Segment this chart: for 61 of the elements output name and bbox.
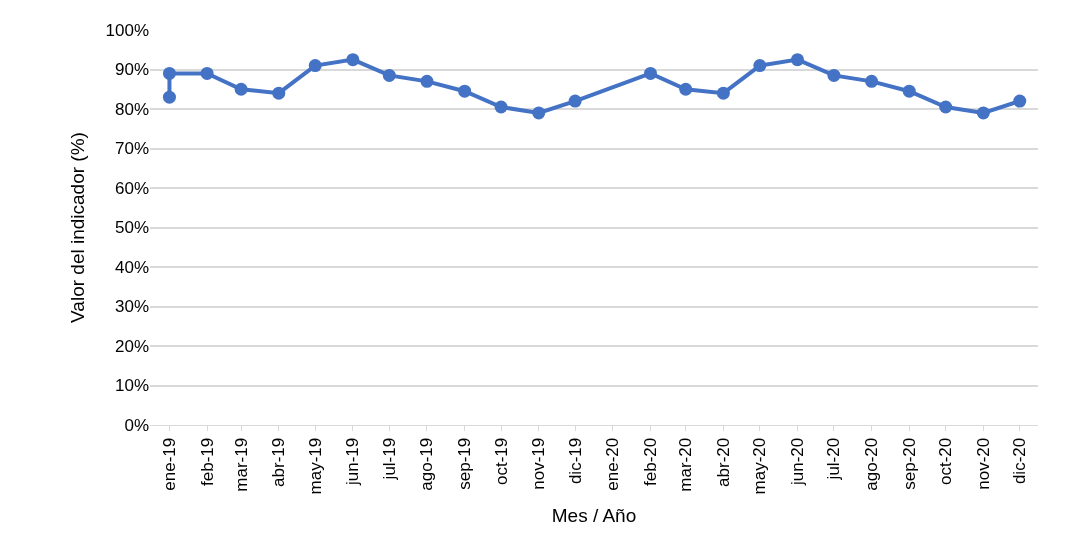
x-tick-label: abr-20: [713, 437, 733, 487]
y-tick-label: 50%: [114, 218, 149, 238]
point: [162, 66, 176, 80]
x-tick-label: mar-19: [231, 437, 251, 492]
point: [494, 100, 508, 114]
point: [716, 86, 730, 100]
x-tick-label: sep-20: [899, 437, 919, 490]
y-tick-label: 90%: [114, 60, 149, 80]
point: [308, 59, 322, 73]
y-tick-label: 0%: [124, 415, 149, 435]
y-tick-label: 60%: [114, 178, 149, 198]
point: [162, 90, 176, 104]
x-tick-label: ene-20: [603, 437, 623, 491]
x-tick-label: sep-19: [455, 437, 475, 490]
x-tick-label: jun-19: [343, 437, 363, 487]
x-tick-label: ago-19: [417, 437, 437, 491]
x-tick-label: mar-20: [676, 437, 696, 492]
point: [382, 68, 396, 82]
y-tick-label: 70%: [114, 139, 149, 159]
x-tick-label: nov-19: [529, 437, 549, 490]
point: [753, 59, 767, 73]
point: [939, 100, 953, 114]
x-tick-label: ago-20: [862, 437, 882, 491]
x-axis-title: Mes / Año: [551, 505, 637, 527]
x-tick-label: jun-20: [787, 437, 807, 487]
point: [1013, 94, 1027, 108]
y-tick-label: 10%: [114, 376, 149, 396]
point: [679, 82, 693, 96]
point: [346, 53, 360, 67]
point: [827, 68, 841, 82]
point: [976, 106, 990, 120]
x-tick-label: jul-20: [824, 437, 844, 481]
y-tick-label: 80%: [114, 99, 149, 119]
x-tick-label: ene-19: [159, 437, 179, 491]
point: [644, 66, 657, 80]
point: [568, 94, 582, 108]
x-tick-label: oct-19: [491, 437, 511, 486]
x-tick-label: may-19: [305, 437, 325, 495]
y-tick-label: 20%: [114, 336, 149, 356]
y-tick-label: 30%: [114, 297, 149, 317]
x-tick-label: nov-20: [973, 437, 993, 490]
x-tick-label: feb-20: [641, 437, 661, 486]
y-tick-label: 100%: [105, 20, 149, 40]
x-tick-label: may-20: [750, 437, 770, 495]
x-tick-label: feb-19: [197, 437, 217, 486]
point: [790, 53, 804, 67]
y-axis-title: Valor del indicador (%): [67, 132, 89, 323]
y-tick-label: 40%: [114, 257, 149, 277]
point: [420, 74, 434, 88]
point: [234, 82, 248, 96]
point: [532, 106, 546, 120]
point: [458, 84, 472, 98]
x-tick-label: oct-20: [936, 437, 956, 486]
x-tick-label: dic-20: [1010, 437, 1030, 485]
point: [902, 84, 916, 98]
x-tick-label: abr-19: [269, 437, 289, 487]
point: [272, 86, 286, 100]
x-tick-label: jul-19: [379, 437, 399, 481]
point: [200, 66, 214, 80]
x-tick-label: dic-19: [565, 437, 585, 485]
point: [865, 74, 879, 88]
